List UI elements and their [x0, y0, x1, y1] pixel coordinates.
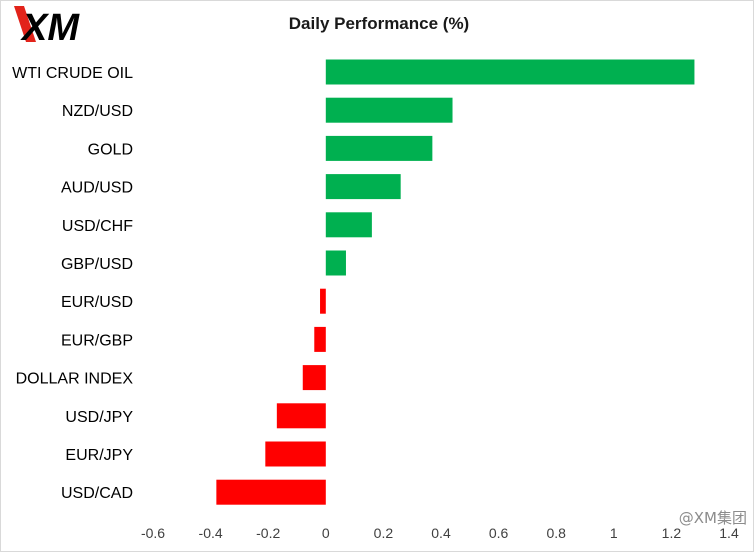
- category-label: DOLLAR INDEX: [16, 371, 134, 388]
- category-label: USD/CHF: [62, 218, 133, 235]
- logo-text: XM: [20, 7, 80, 49]
- category-label: USD/JPY: [65, 409, 133, 426]
- x-tick-label: 0: [322, 525, 330, 541]
- bar-aud-usd: [325, 174, 401, 200]
- x-tick-label: 0.2: [374, 525, 394, 541]
- category-label: GBP/USD: [61, 256, 133, 273]
- bar-wti-crude-oil: [325, 59, 695, 85]
- category-label: NZD/USD: [62, 103, 133, 120]
- bar-eur-jpy: [265, 441, 326, 467]
- category-label: AUD/USD: [61, 180, 133, 197]
- x-tick-label: 0.4: [431, 525, 451, 541]
- bars-layer: [216, 59, 695, 505]
- chart-title: Daily Performance (%): [289, 14, 469, 33]
- bar-usd-jpy: [276, 403, 326, 429]
- x-axis-tick-labels: -0.6 -0.4 -0.2 0 0.2 0.4 0.6 0.8 1 1.2 1.4: [141, 525, 739, 541]
- x-tick-label: 1: [610, 525, 618, 541]
- bar-usd-cad: [216, 479, 326, 505]
- x-tick-label: -0.4: [199, 525, 223, 541]
- category-label: EUR/JPY: [65, 447, 133, 464]
- x-tick-label: 1.2: [662, 525, 682, 541]
- x-tick-label: 0.6: [489, 525, 509, 541]
- bar-dollar-index: [302, 365, 326, 391]
- watermark-text: @XM集团: [679, 509, 747, 527]
- x-tick-label: -0.2: [256, 525, 280, 541]
- bar-nzd-usd: [325, 97, 453, 123]
- category-label: GOLD: [88, 141, 133, 158]
- bar-eur-usd: [320, 288, 326, 314]
- category-label: USD/CAD: [61, 485, 133, 502]
- category-label: WTI CRUDE OIL: [12, 65, 133, 82]
- bar-gbp-usd: [325, 250, 346, 276]
- category-labels: WTI CRUDE OIL NZD/USD GOLD AUD/USD USD/CHF GB…: [12, 65, 133, 502]
- bar-eur-gbp: [314, 326, 326, 352]
- x-tick-label: 0.8: [546, 525, 566, 541]
- x-tick-label: 1.4: [719, 525, 739, 541]
- logo-accent-stroke: [14, 6, 36, 42]
- xm-logo: XM: [14, 6, 80, 49]
- category-label: EUR/GBP: [61, 332, 133, 349]
- bar-usd-chf: [325, 212, 372, 238]
- x-tick-label: -0.6: [141, 525, 165, 541]
- category-label: EUR/USD: [61, 294, 133, 311]
- bar-gold: [325, 135, 433, 161]
